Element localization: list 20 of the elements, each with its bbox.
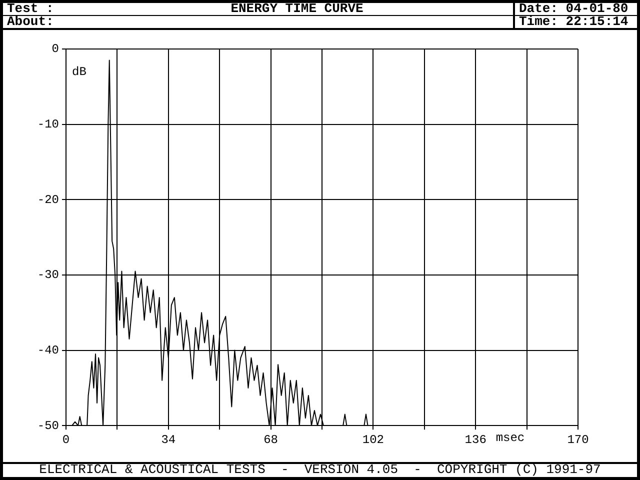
chart-title: ENERGY TIME CURVE <box>230 1 364 16</box>
x-tick-label: 68 <box>264 432 278 447</box>
text: Date: 04-01-80 <box>515 1 637 16</box>
x-tick-label: 136 <box>464 432 486 447</box>
x-tick-label: 34 <box>161 432 176 447</box>
y-tick-label: -10 <box>37 117 59 132</box>
y-tick-label: -30 <box>37 268 59 282</box>
x-tick-label: 102 <box>362 432 384 447</box>
x-tick-label: 170 <box>567 432 589 447</box>
text: Time: 22:15:14 <box>518 14 630 29</box>
y-tick-label: 0 <box>52 42 59 56</box>
y-tick-label: -20 <box>37 192 59 207</box>
y-tick-label: -50 <box>37 418 59 433</box>
y-tick-label: -40 <box>37 343 59 358</box>
y-axis-title: dB <box>72 65 86 79</box>
x-tick-label: 0 <box>62 432 70 447</box>
text: ELECTRICAL & ACOUSTICAL TESTS - VERSION 4.05 - COPYRIGHT (C) 1991-97 <box>3 462 637 477</box>
text: About: <box>6 14 55 29</box>
text: Test : <box>7 1 54 16</box>
x-axis-title: msec <box>496 430 525 445</box>
